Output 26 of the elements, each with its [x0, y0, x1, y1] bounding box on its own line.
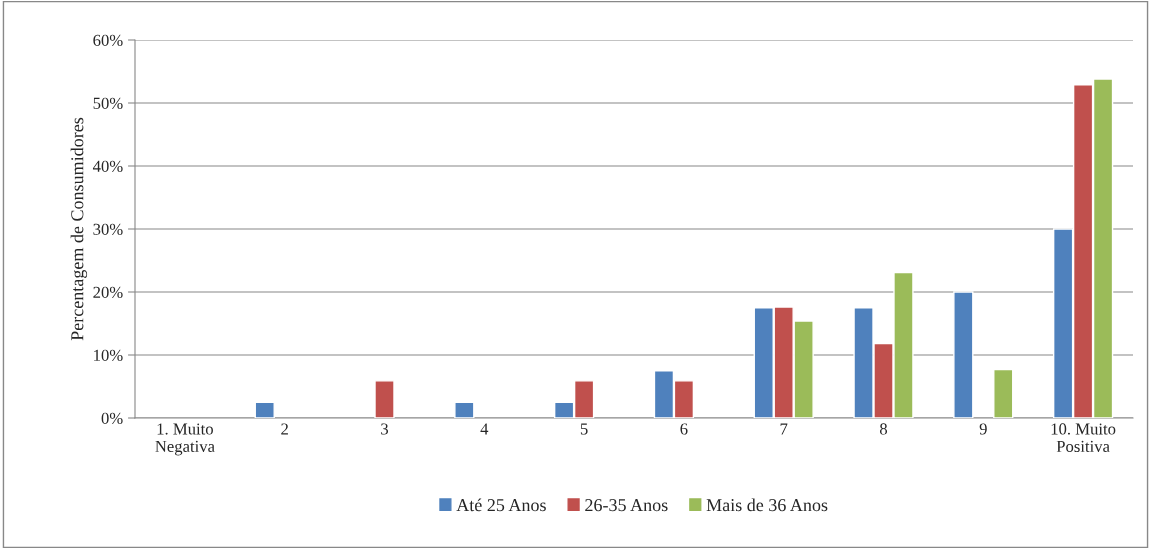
x-tick-label: 2: [281, 423, 288, 435]
legend-label: Mais de 36 Anos: [706, 498, 828, 512]
x-tick-label: 5: [580, 423, 588, 435]
legend-label: Até 25 Anos: [456, 498, 546, 512]
bar: [374, 380, 395, 418]
bar: [993, 368, 1014, 418]
x-tick-label: 6: [680, 423, 688, 435]
y-tick-label: 20%: [93, 286, 123, 298]
y-tick-label: 10%: [94, 349, 123, 361]
x-tick-label: 8: [879, 423, 888, 435]
bar: [454, 401, 475, 418]
x-tick-label: 3: [381, 423, 389, 435]
y-axis-title: Percentagem de Consumidores: [70, 117, 88, 341]
x-tick-label: 10. Muito Positiva: [1051, 423, 1116, 453]
x-tick-label: 1. Muito Negativa: [155, 423, 215, 456]
x-tick-label: 4: [480, 423, 489, 435]
legend-label: 26-35 Anos: [585, 499, 668, 512]
y-tick-label: 50%: [93, 97, 123, 109]
x-tick-label: 7: [780, 423, 788, 435]
y-tick-label: 40%: [92, 160, 123, 172]
bar: [254, 401, 275, 418]
y-tick-label: 0%: [101, 412, 123, 424]
x-tick-label: 9: [979, 423, 987, 435]
y-tick-label: 60%: [93, 34, 123, 46]
y-tick-label: 30%: [93, 223, 123, 235]
bar: [953, 291, 974, 418]
